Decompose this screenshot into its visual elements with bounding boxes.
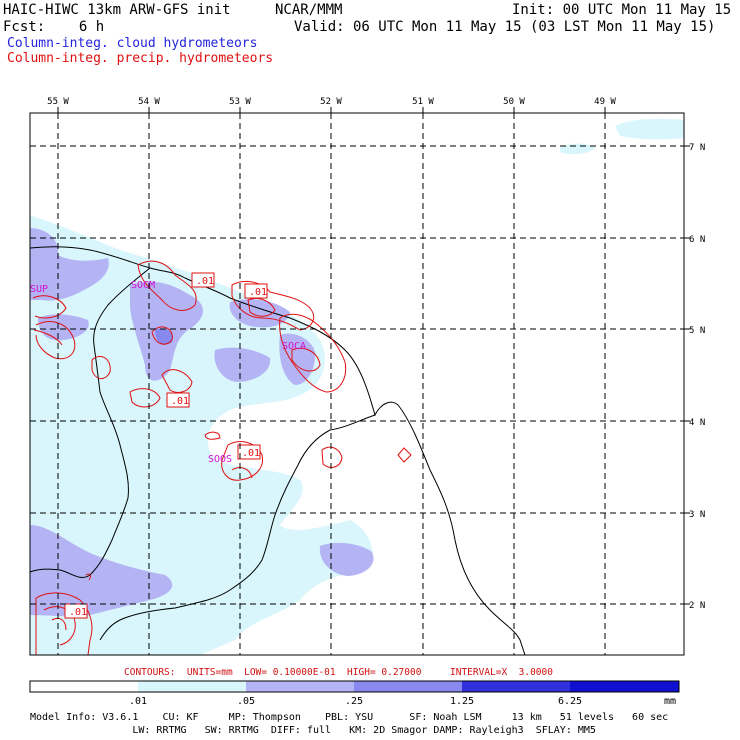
lat-label: 3 N [689, 510, 705, 520]
coastline [29, 246, 526, 656]
forecast-hour: Fcst: 6 h [3, 19, 105, 35]
lat-label: 4 N [689, 418, 705, 428]
precip-field-title: Column-integ. precip. hydrometeors [7, 51, 274, 66]
lat-lon-grid [30, 113, 684, 655]
lat-label: 7 N [689, 143, 705, 153]
lon-label: 54 W [138, 97, 160, 107]
contour-value-boxes [64, 272, 268, 619]
station-labels: SUP SOCM SOCA SOOS [30, 280, 306, 465]
lon-label: 55 W [47, 97, 69, 107]
model-info-line2: LW: RRTMG SW: RRTMG DIFF: full KM: 2D Sm… [30, 725, 596, 736]
colorbar-bin [570, 681, 679, 692]
colorbar-label: .25 [345, 696, 363, 707]
colorbar-label: .01 [129, 696, 147, 707]
org-label: NCAR/MMM [275, 2, 343, 18]
station-soca: SOCA [282, 341, 306, 352]
init-time: Init: 00 UTC Mon 11 May 15 [512, 2, 732, 18]
contour-label: .01 [196, 276, 214, 287]
model-info-line1: Model Info: V3.6.1 CU: KF MP: Thompson P… [30, 712, 669, 723]
longitude-labels: 55 W 54 W 53 W 52 W 51 W 50 W 49 W [47, 97, 616, 107]
cloud-shading-light [30, 118, 684, 655]
lon-label: 52 W [320, 97, 342, 107]
colorbar-bin [30, 681, 138, 692]
lat-label: 5 N [689, 326, 705, 336]
colorbar-label: 1.25 [450, 696, 474, 707]
contour-label: .01 [69, 607, 87, 618]
lon-label: 51 W [412, 97, 434, 107]
station-sup: SUP [30, 284, 48, 295]
colorbar-bin [354, 681, 462, 692]
colorbar-label: 6.25 [558, 696, 582, 707]
latitude-labels: 7 N 6 N 5 N 4 N 3 N 2 N [689, 143, 705, 611]
station-soos: SOOS [208, 454, 232, 465]
valid-time: Valid: 06 UTC Mon 11 May 15 (03 LST Mon … [294, 19, 716, 35]
model-title: HAIC-HIWC 13km ARW-GFS init [3, 2, 231, 18]
colorbar-units: mm [664, 696, 676, 707]
map-frame [29, 112, 685, 656]
contour-label: .01 [249, 287, 267, 298]
colorbar-label: .05 [237, 696, 255, 707]
contours-info: CONTOURS: UNITS=mm LOW= 0.10000E-01 HIGH… [124, 667, 553, 678]
precip-contours [32, 260, 412, 656]
axis-ticks [57, 107, 690, 605]
lat-label: 6 N [689, 235, 705, 245]
cloud-shading-medium [30, 228, 374, 617]
lon-label: 53 W [229, 97, 251, 107]
colorbar-bin [246, 681, 354, 692]
cloud-shading-dark [155, 328, 173, 345]
station-socm: SOCM [131, 280, 155, 291]
contour-label: .01 [171, 396, 189, 407]
colorbar-labels: .01 .05 .25 1.25 6.25 mm [129, 696, 676, 707]
contour-value-labels: .01 .01 .01 .01 .01 [69, 276, 267, 618]
lon-label: 49 W [594, 97, 616, 107]
colorbar-bin [138, 681, 246, 692]
cloud-field-title: Column-integ. cloud hydrometeors [7, 36, 258, 51]
contour-label: .01 [242, 448, 260, 459]
lon-label: 50 W [503, 97, 525, 107]
colorbar [29, 680, 680, 693]
lat-label: 2 N [689, 601, 705, 611]
colorbar-bin [462, 681, 570, 692]
